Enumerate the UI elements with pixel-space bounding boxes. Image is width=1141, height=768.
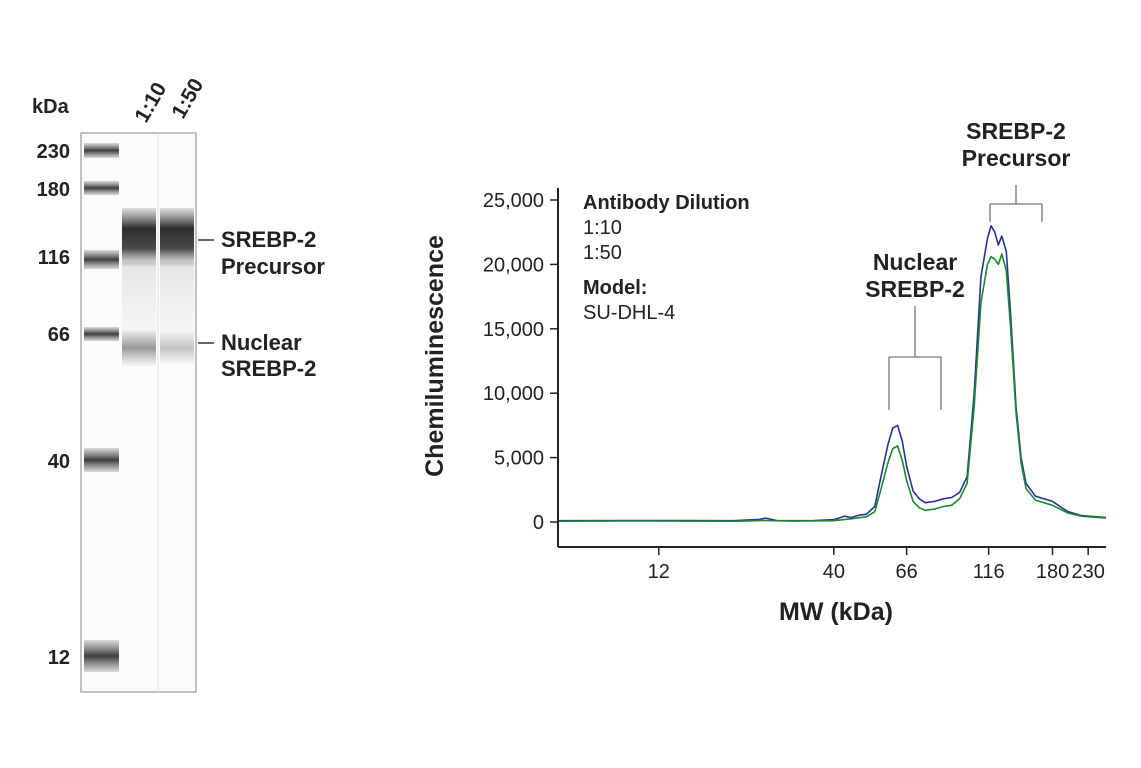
series-lines <box>557 225 1107 522</box>
legend: Antibody Dilution 1:10 1:50 Model: SU-DH… <box>583 192 750 324</box>
lane1-nuclear-band <box>122 330 156 366</box>
ladder-band-66 <box>84 327 119 341</box>
y-axis-ticks: 0 5,000 10,000 15,000 20,000 25,000 <box>483 190 558 534</box>
ladder-labels: 230 180 116 66 40 12 <box>37 141 70 669</box>
legend-title: Antibody Dilution <box>583 192 750 214</box>
annotation-nuclear-line1: Nuclear <box>873 249 957 275</box>
annotation-nuclear-bracket <box>888 306 942 410</box>
blot-unit-label: kDa <box>32 96 70 118</box>
ladder-label-12: 12 <box>48 647 70 669</box>
x-tick-label: 230 <box>1071 561 1104 583</box>
chromatogram-chart: 0 5,000 10,000 15,000 20,000 25,000 12 40 66 116… <box>421 118 1107 626</box>
lane2-precursor-band <box>160 208 194 266</box>
x-tick-label: 66 <box>896 561 918 583</box>
x-tick-label: 40 <box>823 561 845 583</box>
x-tick-label: 116 <box>973 561 1005 583</box>
x-tick-label: 12 <box>648 561 670 583</box>
y-axis-title: Chemiluminescence <box>421 235 449 477</box>
annotation-nuclear-line2: SREBP-2 <box>865 276 965 302</box>
annotation-precursor-line2: Precursor <box>962 145 1071 171</box>
annotation-precursor-bracket <box>989 185 1043 222</box>
y-tick-label: 15,000 <box>483 319 544 341</box>
y-tick-label: 25,000 <box>483 190 544 212</box>
ladder-label-116: 116 <box>38 247 70 269</box>
ladder-band-180 <box>84 181 119 195</box>
blot-nuclear-label-1: Nuclear <box>221 330 302 355</box>
series-line-2 <box>557 253 1107 522</box>
ladder-band-40 <box>84 448 119 472</box>
legend-model-value: SU-DHL-4 <box>583 302 675 324</box>
blot-panel: kDa 1:10 1:50 230 180 116 <box>32 75 325 693</box>
lane-label-2: 1:50 <box>167 75 208 123</box>
ladder-band-230 <box>84 143 119 158</box>
legend-model-title: Model: <box>583 277 647 299</box>
blot-precursor-label-2: Precursor <box>221 254 325 279</box>
y-tick-label: 5,000 <box>494 448 544 470</box>
annotation-nuclear: Nuclear SREBP-2 <box>865 249 965 410</box>
lane-label-1: 1:10 <box>130 79 171 127</box>
annotation-precursor: SREBP-2 Precursor <box>962 118 1071 222</box>
ladder-label-180: 180 <box>37 179 70 201</box>
x-axis-ticks: 12 40 66 116 180 230 <box>648 547 1105 583</box>
annotation-precursor-line1: SREBP-2 <box>966 118 1066 144</box>
y-tick-label: 0 <box>533 512 544 534</box>
ladder-label-66: 66 <box>48 324 70 346</box>
sample-lane-2 <box>160 208 194 364</box>
x-tick-label: 180 <box>1036 561 1069 583</box>
blot-nuclear-label-2: SREBP-2 <box>221 356 316 381</box>
lane2-nuclear-band <box>160 332 194 364</box>
x-axis-title: MW (kDa) <box>779 598 893 626</box>
ladder-lane <box>84 143 119 672</box>
sample-lane-1 <box>122 208 156 366</box>
ladder-label-40: 40 <box>48 451 70 473</box>
legend-series-1: 1:10 <box>583 217 622 239</box>
y-tick-label: 10,000 <box>483 383 544 405</box>
ladder-band-12 <box>84 640 119 672</box>
lane1-precursor-band <box>122 208 156 266</box>
y-tick-label: 20,000 <box>483 254 544 276</box>
ladder-label-230: 230 <box>37 141 70 163</box>
ladder-band-116 <box>84 250 119 269</box>
legend-series-2: 1:50 <box>583 242 622 264</box>
blot-precursor-label-1: SREBP-2 <box>221 227 316 252</box>
